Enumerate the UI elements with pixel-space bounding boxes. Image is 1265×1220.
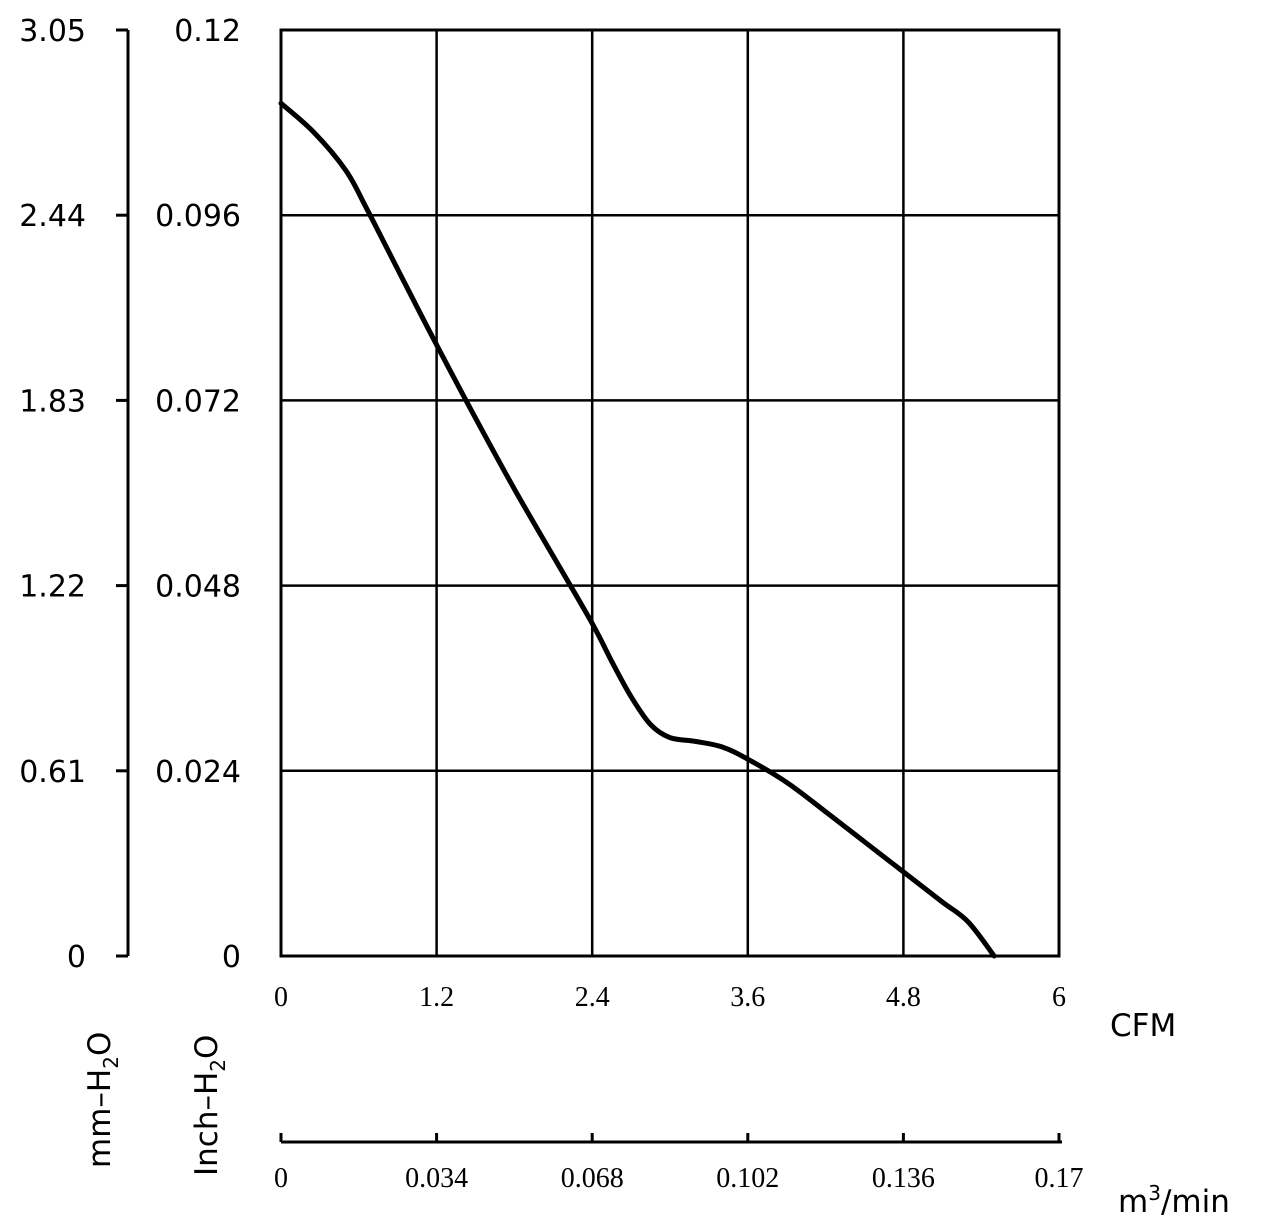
mm-tick-label: 2.44 xyxy=(19,199,86,234)
metric-tick-label: 0.102 xyxy=(716,1163,779,1194)
inch-tick-label: 0.024 xyxy=(155,755,241,790)
mm-h2o-axis: 0 0.61 1.22 1.83 2.44 3.05 xyxy=(19,14,128,975)
pq-curve xyxy=(281,103,994,956)
cfm-tick-label: 0 xyxy=(274,982,288,1013)
cfm-tick-labels: 0 1.2 2.4 3.6 4.8 6 xyxy=(274,982,1066,1013)
inch-h2o-tick-labels: 0 0.024 0.048 0.072 0.096 0.12 xyxy=(155,14,241,975)
metric-tick-label: 0.17 xyxy=(1035,1163,1084,1194)
plot-frame xyxy=(281,30,1059,956)
metric-tick-label: 0.034 xyxy=(405,1163,468,1194)
mm-tick-label: 0 xyxy=(67,940,86,975)
cfm-tick-label: 6 xyxy=(1052,982,1066,1013)
inch-tick-label: 0.072 xyxy=(155,384,241,419)
inch-tick-label: 0.048 xyxy=(155,570,241,605)
grid-lines xyxy=(281,30,1059,956)
metric-tick-label: 0.068 xyxy=(561,1163,624,1194)
inch-h2o-axis-label: Inch–H2O xyxy=(189,1035,230,1176)
cfm-tick-label: 2.4 xyxy=(575,982,610,1013)
cfm-tick-label: 3.6 xyxy=(730,982,765,1013)
inch-tick-label: 0.12 xyxy=(174,14,241,49)
inch-tick-label: 0.096 xyxy=(155,199,241,234)
m3-per-min-unit-label: m3/min xyxy=(1118,1181,1230,1220)
mm-tick-label: 1.22 xyxy=(19,570,86,605)
cfm-tick-label: 4.8 xyxy=(886,982,921,1013)
m3-per-min-axis: 0 0.034 0.068 0.102 0.136 0.17 xyxy=(274,1133,1084,1194)
metric-tick-label: 0.136 xyxy=(872,1163,935,1194)
inch-tick-label: 0 xyxy=(222,940,241,975)
cfm-unit-label: CFM xyxy=(1110,1008,1176,1044)
mm-tick-label: 0.61 xyxy=(19,755,86,790)
mm-h2o-axis-label: mm–H2O xyxy=(82,1032,123,1168)
cfm-tick-label: 1.2 xyxy=(419,982,454,1013)
metric-tick-label: 0 xyxy=(274,1163,288,1194)
mm-tick-label: 1.83 xyxy=(19,384,86,419)
mm-tick-label: 3.05 xyxy=(19,14,86,49)
